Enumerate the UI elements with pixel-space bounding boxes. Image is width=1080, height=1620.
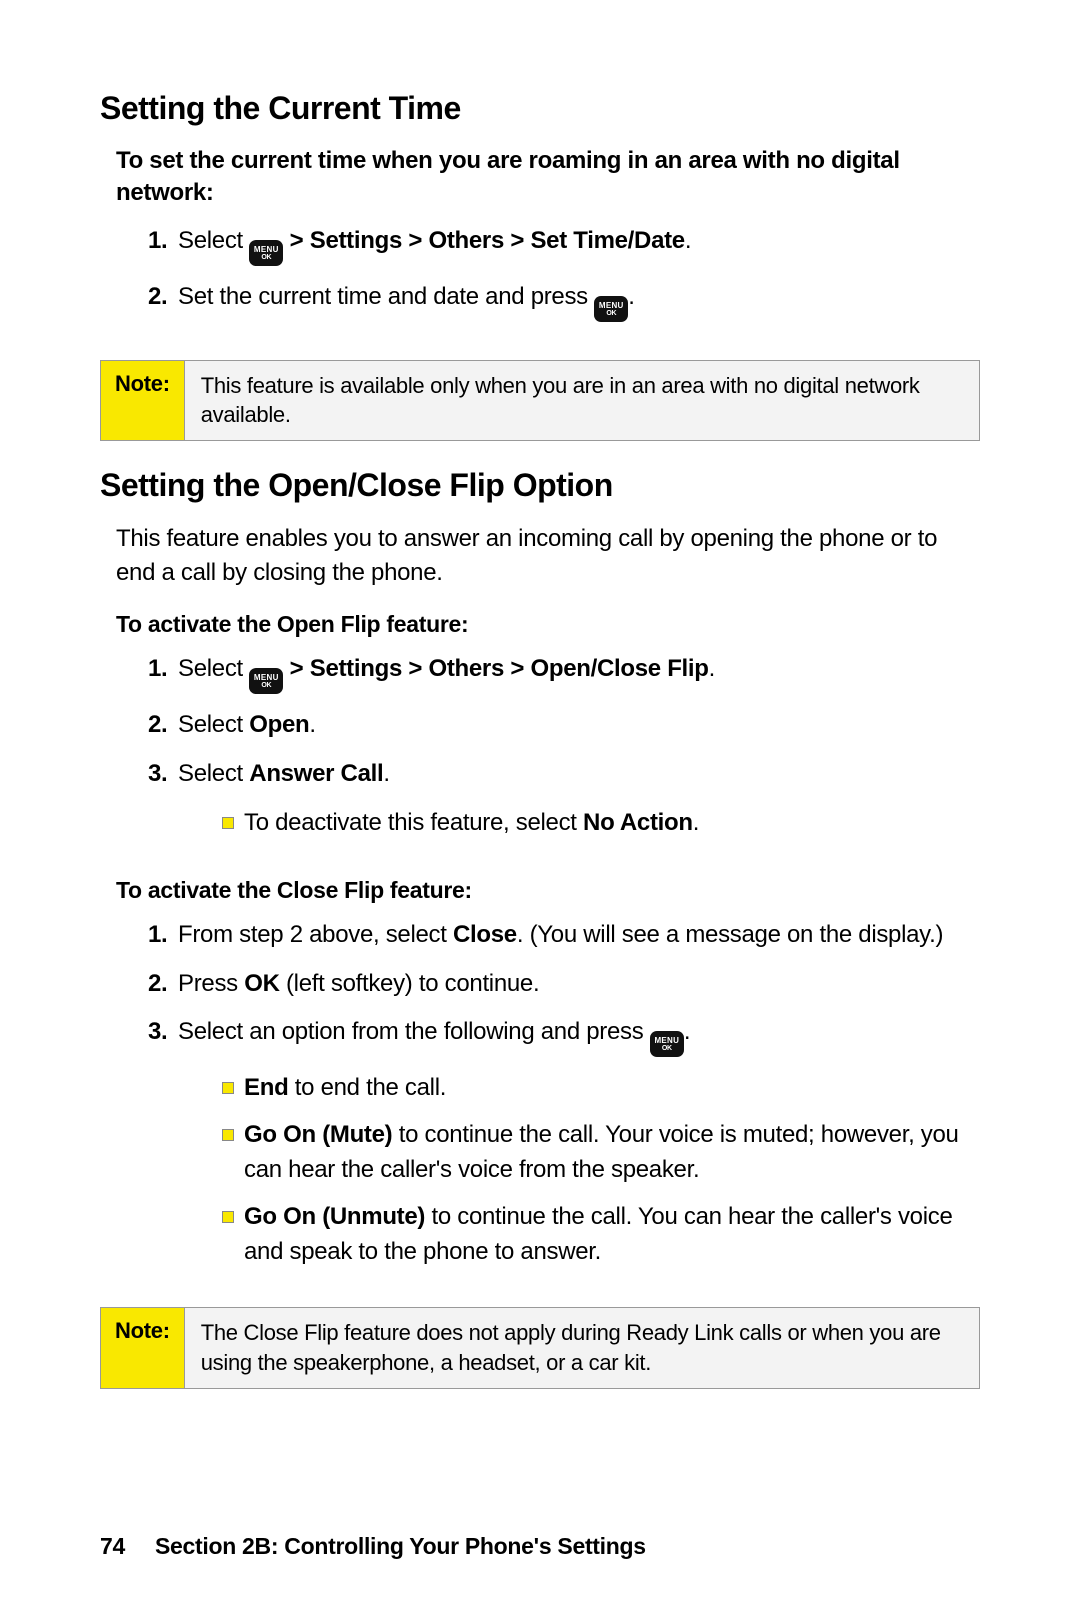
steps-open-flip: 1.Select MENUOK > Settings > Others > Op… (148, 652, 980, 854)
step-item: 3.Select Answer Call. To deactivate this… (148, 757, 980, 841)
menu-ok-icon: MENUOK (249, 240, 283, 266)
manual-page: Setting the Current Time To set the curr… (0, 0, 1080, 1620)
step-item: 2.Press OK (left softkey) to continue. (148, 967, 980, 1002)
step-text: Select (178, 227, 249, 254)
body-flip-option: This feature enables you to answer an in… (116, 522, 980, 589)
menu-ok-icon: MENUOK (594, 296, 628, 322)
note-text: The Close Flip feature does not apply du… (185, 1308, 979, 1387)
note-label: Note: (101, 361, 185, 440)
step-item: 1.From step 2 above, select Close. (You … (148, 918, 980, 953)
menu-ok-icon: MENUOK (249, 668, 283, 694)
step-item: 3.Select an option from the following an… (148, 1015, 980, 1269)
steps-set-time: 1.Select MENUOK > Settings > Others > Se… (148, 224, 980, 336)
note-box: Note: This feature is available only whe… (100, 360, 980, 441)
heading-flip-option: Setting the Open/Close Flip Option (100, 467, 980, 504)
nav-path: > Settings > Others > Open/Close Flip (283, 655, 708, 682)
step-item: 2.Select Open. (148, 708, 980, 743)
step-item: 1.Select MENUOK > Settings > Others > Op… (148, 652, 980, 694)
section-title: Section 2B: Controlling Your Phone's Set… (155, 1533, 646, 1560)
step-text: Set the current time and date and press (178, 283, 594, 310)
sub-item: Go On (Mute) to continue the call. Your … (222, 1118, 980, 1188)
sub-list: To deactivate this feature, select No Ac… (222, 806, 980, 841)
step-item: 2.Set the current time and date and pres… (148, 280, 980, 322)
intro-set-time: To set the current time when you are roa… (116, 145, 980, 210)
sub-list: End to end the call. Go On (Mute) to con… (222, 1071, 980, 1269)
note-label: Note: (101, 1308, 185, 1387)
intro-open-flip: To activate the Open Flip feature: (116, 611, 980, 638)
page-number: 74 (100, 1533, 125, 1560)
sub-item: To deactivate this feature, select No Ac… (222, 806, 980, 841)
steps-close-flip: 1.From step 2 above, select Close. (You … (148, 918, 980, 1284)
menu-ok-icon: MENUOK (650, 1031, 684, 1057)
nav-path: > Settings > Others > Set Time/Date (283, 227, 685, 254)
intro-close-flip: To activate the Close Flip feature: (116, 877, 980, 904)
sub-item: Go On (Unmute) to continue the call. You… (222, 1200, 980, 1270)
sub-item: End to end the call. (222, 1071, 980, 1106)
page-footer: 74 Section 2B: Controlling Your Phone's … (100, 1533, 980, 1560)
note-text: This feature is available only when you … (185, 361, 979, 440)
note-box: Note: The Close Flip feature does not ap… (100, 1307, 980, 1388)
step-item: 1.Select MENUOK > Settings > Others > Se… (148, 224, 980, 266)
heading-set-time: Setting the Current Time (100, 90, 980, 127)
